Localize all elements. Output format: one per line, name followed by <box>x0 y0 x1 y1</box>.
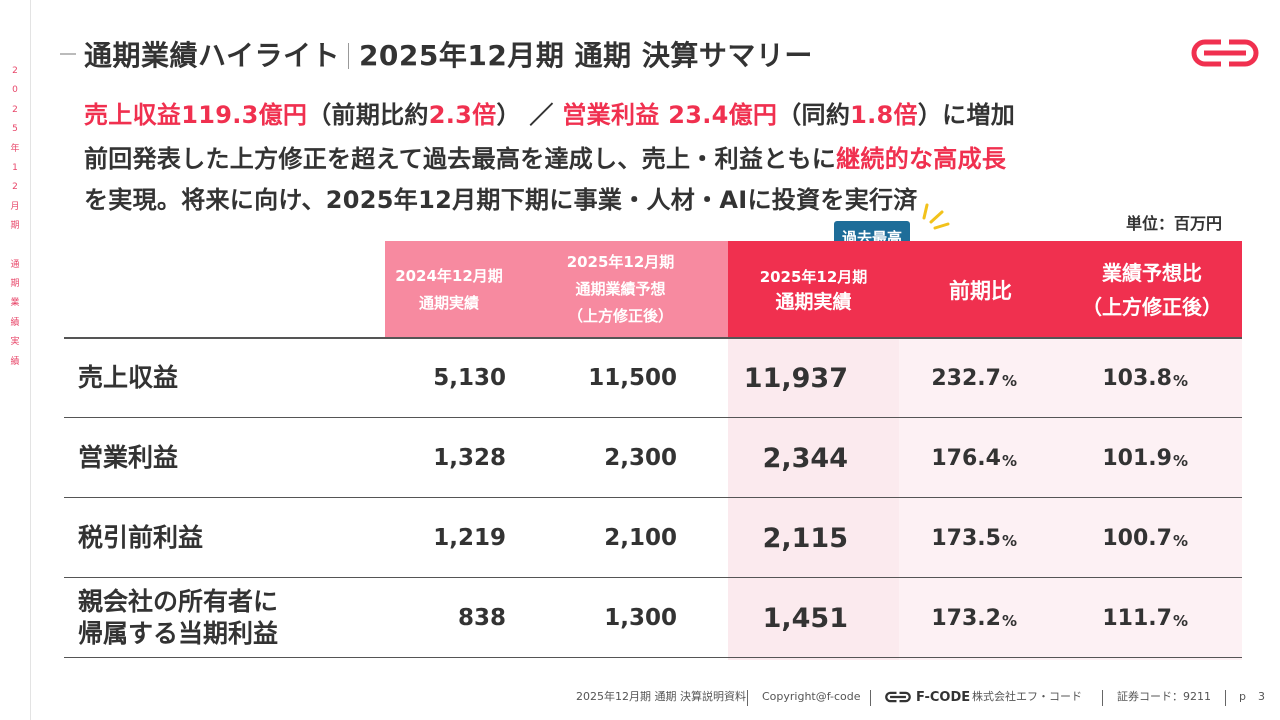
row-rule <box>64 576 1242 578</box>
footer-divider <box>1102 690 1103 706</box>
cell-fy2024: 5,130 <box>433 365 506 391</box>
cell-fy2025: 11,937 <box>743 362 848 394</box>
cell-fy2025: 2,344 <box>762 442 848 474</box>
cell-yoy: 173.5% <box>931 525 1017 551</box>
sparkle-icon <box>922 203 950 230</box>
footer: 2025年12月期 通期 決算説明資料 Copyright@f-code F-C… <box>0 688 1280 708</box>
cell-fy2025: 2,115 <box>762 522 848 554</box>
footer-divider <box>870 690 871 706</box>
cell-forecast: 1,300 <box>604 605 677 631</box>
f-code-logo-icon <box>1191 39 1259 67</box>
row-label: 売上収益 <box>78 363 179 392</box>
footer-copyright: Copyright@f-code <box>762 690 861 703</box>
title-main: 通期業績ハイライト <box>84 39 340 72</box>
cell-forecast: 11,500 <box>588 365 677 391</box>
title-separator <box>347 43 349 69</box>
header-fy2025: 2025年12月期 通期実績 <box>728 241 899 338</box>
cell-yoy: 232.7% <box>931 365 1017 391</box>
cell-fy2025: 1,451 <box>762 602 848 634</box>
header-fy2024: 2024年12月期 通期実績 <box>385 241 513 338</box>
footer-page-label: p <box>1239 690 1246 703</box>
lead-line-2: 前回発表した上方修正を超えて過去最高を達成し、売上・利益ともに継続的な高成長 <box>84 145 1007 173</box>
row-label: 親会社の所有者に 帰属する当期利益 <box>78 587 279 648</box>
title-sub: 2025年12月期 通期 決算サマリー <box>358 39 813 72</box>
cell-yoy: 176.4% <box>931 445 1017 471</box>
footer-divider <box>747 690 748 706</box>
lead-line-3: を実現。将来に向け、2025年12月期下期に事業・人材・AIに投資を実行済 <box>84 186 918 214</box>
table-row: 売上収益 5,130 11,500 11,937 232.7% 103.8% <box>64 338 1242 418</box>
table-row: 税引前利益 1,219 2,100 2,115 173.5% 100.7% <box>64 498 1242 578</box>
lead-line-1: 売上収益119.3億円（前期比約2.3倍） ／ 営業利益 23.4億円（同約1.… <box>84 101 1016 129</box>
row-label: 税引前利益 <box>78 523 204 552</box>
highlight-column-bg <box>728 338 899 660</box>
unit-label: 単位：百万円 <box>1125 214 1222 233</box>
cell-fy2024: 838 <box>457 605 506 631</box>
page-title: 通期業績ハイライト 2025年12月期 通期 決算サマリー <box>84 34 813 74</box>
row-label: 営業利益 <box>78 443 179 472</box>
cell-vs-forecast: 111.7% <box>1102 605 1188 631</box>
footer-page-number: 3 <box>1258 690 1265 703</box>
cell-fy2024: 1,328 <box>433 445 506 471</box>
header-vs-forecast: 業績予想比 （上方修正後） <box>1062 241 1242 338</box>
footer-company: 株式会社エフ・コード <box>972 690 1082 703</box>
cell-vs-forecast: 100.7% <box>1102 525 1188 551</box>
cell-forecast: 2,300 <box>604 445 677 471</box>
row-rule <box>64 656 1242 658</box>
cell-yoy: 173.2% <box>931 605 1017 631</box>
header-forecast: 2025年12月期 通期業績予想 （上方修正後） <box>513 241 728 338</box>
title-dash <box>60 53 76 55</box>
cell-vs-forecast: 101.9% <box>1102 445 1188 471</box>
cell-fy2024: 1,219 <box>433 525 506 551</box>
cell-vs-forecast: 103.8% <box>1102 365 1188 391</box>
footer-brand: F-CODE <box>884 688 970 706</box>
footer-divider <box>1225 690 1226 706</box>
footer-stock-code: 証券コード：9211 <box>1117 690 1211 703</box>
cell-forecast: 2,100 <box>604 525 677 551</box>
side-rule <box>30 0 31 720</box>
table-top-rule <box>64 337 1242 339</box>
f-code-small-logo-icon <box>885 691 911 703</box>
table-row: 営業利益 1,328 2,300 2,344 176.4% 101.9% <box>64 418 1242 498</box>
table-row: 親会社の所有者に 帰属する当期利益 838 1,300 1,451 173.2% … <box>64 578 1242 658</box>
header-yoy: 前期比 <box>899 241 1062 338</box>
ratio-columns-bg <box>899 338 1242 660</box>
row-rule <box>64 496 1242 498</box>
row-rule <box>64 416 1242 418</box>
footer-doc-title: 2025年12月期 通期 決算説明資料 <box>576 690 746 703</box>
